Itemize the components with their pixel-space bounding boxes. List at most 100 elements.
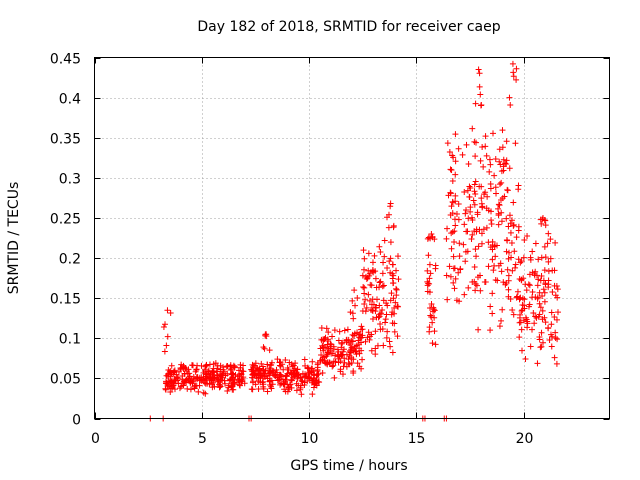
data-point [283, 373, 290, 380]
data-point [519, 307, 526, 314]
data-point [288, 376, 295, 383]
data-point [432, 262, 439, 269]
data-point [228, 384, 235, 391]
data-point [426, 261, 433, 268]
data-point [472, 100, 479, 107]
data-point [481, 191, 488, 198]
data-point [376, 243, 383, 250]
data-point [181, 364, 188, 371]
data-point [506, 165, 513, 172]
data-point [203, 361, 210, 368]
data-point [478, 240, 485, 247]
data-point [359, 332, 366, 339]
data-point [379, 270, 386, 277]
data-point [210, 365, 217, 372]
data-point [252, 360, 259, 367]
data-point [551, 313, 558, 320]
data-point [432, 341, 439, 348]
data-point [390, 280, 397, 287]
data-point [319, 344, 326, 351]
data-point [168, 362, 175, 369]
data-point [531, 272, 538, 279]
data-point [426, 324, 433, 331]
data-point [518, 258, 525, 265]
data-point [191, 384, 198, 391]
data-point [544, 240, 551, 247]
data-point [282, 357, 289, 364]
data-point [551, 354, 558, 361]
data-point [288, 377, 295, 384]
data-point [382, 316, 389, 323]
data-point [443, 272, 450, 279]
data-point [499, 306, 506, 313]
data-point [314, 368, 321, 375]
data-point [225, 384, 232, 391]
data-point [467, 204, 474, 211]
data-point [463, 206, 470, 213]
data-point [549, 289, 556, 296]
data-point [354, 360, 361, 367]
data-point [479, 203, 486, 210]
data-point [538, 329, 545, 336]
data-point [527, 256, 534, 263]
data-point [256, 365, 263, 372]
data-point [372, 345, 379, 352]
data-point [369, 267, 376, 274]
data-point [495, 221, 502, 228]
data-point [446, 148, 453, 155]
data-point [472, 287, 479, 294]
data-point [545, 324, 552, 331]
data-point [425, 234, 432, 241]
data-point [498, 179, 505, 186]
data-point [217, 382, 224, 389]
data-point [384, 328, 391, 335]
data-point [539, 307, 546, 314]
data-point [359, 272, 366, 279]
data-point [272, 373, 279, 380]
data-point [511, 248, 518, 255]
data-point [428, 300, 435, 307]
data-point [171, 368, 178, 375]
data-point [489, 256, 496, 263]
data-point [368, 331, 375, 338]
data-point [451, 285, 458, 292]
data-point [472, 246, 479, 253]
x-tick-label: 20 [516, 431, 534, 447]
data-point [541, 289, 548, 296]
data-point [507, 220, 514, 227]
data-point [386, 258, 393, 265]
data-point [163, 342, 170, 349]
data-point [276, 359, 283, 366]
data-point [473, 282, 480, 289]
data-point [182, 365, 189, 372]
data-point [167, 388, 174, 395]
data-point [331, 327, 338, 334]
data-point [374, 342, 381, 349]
data-point [520, 254, 527, 261]
data-point [336, 328, 343, 335]
data-point [163, 380, 170, 387]
data-point [334, 346, 341, 353]
data-point [516, 295, 523, 302]
data-point [319, 369, 326, 376]
data-point [509, 307, 516, 314]
data-point [469, 125, 476, 132]
data-point [277, 363, 284, 370]
data-point [200, 389, 207, 396]
data-point [487, 327, 494, 334]
y-tick-label: 0.15 [50, 292, 81, 308]
data-point [548, 309, 555, 316]
data-point [474, 211, 481, 218]
data-point [361, 284, 368, 291]
data-point [461, 221, 468, 228]
data-point [388, 290, 395, 297]
data-point [450, 253, 457, 260]
data-point [328, 341, 335, 348]
data-point [515, 227, 522, 234]
data-point [195, 388, 202, 395]
data-point [472, 178, 479, 185]
data-point [345, 356, 352, 363]
data-point [541, 298, 548, 305]
data-point [482, 133, 489, 140]
